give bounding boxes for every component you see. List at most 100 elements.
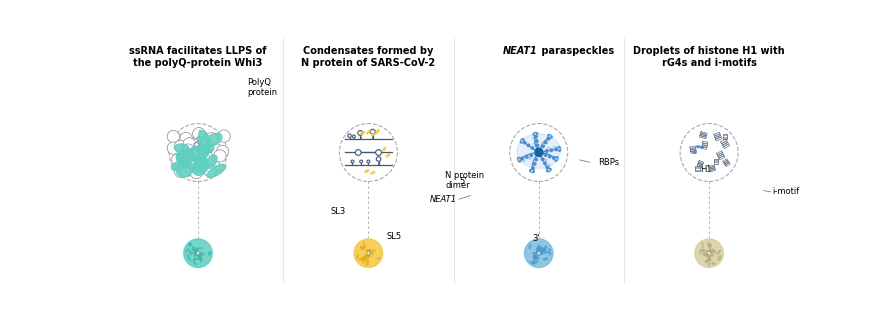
Circle shape (196, 137, 202, 142)
Circle shape (542, 145, 544, 148)
Circle shape (555, 148, 558, 151)
Circle shape (539, 151, 543, 155)
Circle shape (536, 148, 540, 152)
Circle shape (172, 154, 184, 166)
Ellipse shape (196, 147, 210, 165)
Ellipse shape (376, 131, 378, 133)
Text: RBPs: RBPs (598, 158, 619, 167)
Circle shape (548, 164, 550, 167)
Circle shape (200, 155, 212, 167)
Circle shape (167, 142, 180, 154)
Circle shape (189, 149, 202, 161)
Ellipse shape (177, 152, 189, 168)
Circle shape (208, 160, 220, 172)
Ellipse shape (386, 155, 389, 157)
Text: N protein
dimer: N protein dimer (445, 171, 484, 190)
Ellipse shape (696, 146, 699, 148)
Ellipse shape (360, 133, 363, 135)
Circle shape (537, 148, 540, 151)
Circle shape (545, 150, 548, 152)
Circle shape (210, 143, 222, 156)
Circle shape (190, 167, 203, 179)
Circle shape (358, 130, 363, 135)
Text: Droplets of histone H1 with
rG4s and i-motifs: Droplets of histone H1 with rG4s and i-m… (634, 46, 785, 69)
Ellipse shape (366, 170, 369, 172)
Circle shape (530, 154, 533, 157)
Circle shape (184, 239, 212, 267)
Ellipse shape (193, 157, 209, 175)
Circle shape (536, 144, 539, 147)
Ellipse shape (520, 138, 524, 143)
Ellipse shape (198, 144, 214, 154)
Circle shape (203, 141, 215, 153)
Text: NEAT1: NEAT1 (430, 195, 457, 204)
Ellipse shape (174, 144, 189, 152)
Ellipse shape (373, 133, 375, 135)
Circle shape (193, 128, 205, 140)
Circle shape (525, 239, 553, 267)
Ellipse shape (194, 158, 196, 159)
Circle shape (554, 146, 556, 148)
Circle shape (174, 165, 187, 177)
Ellipse shape (196, 154, 198, 156)
Ellipse shape (365, 171, 367, 173)
Ellipse shape (180, 153, 181, 154)
Circle shape (204, 165, 216, 177)
Circle shape (180, 165, 192, 177)
Ellipse shape (373, 172, 375, 173)
Circle shape (695, 239, 723, 267)
Circle shape (197, 161, 210, 174)
Circle shape (541, 151, 543, 153)
Circle shape (550, 149, 553, 152)
Circle shape (547, 137, 550, 140)
Circle shape (203, 162, 215, 174)
Circle shape (189, 139, 201, 151)
Circle shape (532, 167, 535, 169)
Circle shape (367, 252, 370, 255)
Ellipse shape (207, 164, 226, 177)
Circle shape (531, 147, 534, 149)
Circle shape (179, 156, 191, 168)
Circle shape (539, 154, 542, 156)
Circle shape (552, 157, 555, 159)
Ellipse shape (533, 132, 538, 136)
Text: NEAT1: NEAT1 (504, 46, 538, 56)
Circle shape (370, 129, 375, 134)
Text: Condensates formed by
N protein of SARS-CoV-2: Condensates formed by N protein of SARS-… (301, 46, 435, 69)
Circle shape (367, 160, 370, 163)
Circle shape (534, 143, 536, 145)
Circle shape (183, 156, 196, 168)
Circle shape (174, 140, 187, 152)
Circle shape (191, 163, 204, 176)
Circle shape (536, 154, 539, 157)
Ellipse shape (176, 163, 195, 177)
Circle shape (205, 133, 218, 145)
Ellipse shape (382, 149, 385, 151)
Ellipse shape (547, 168, 551, 172)
Circle shape (189, 160, 202, 173)
Circle shape (217, 145, 228, 158)
Circle shape (528, 157, 531, 160)
Circle shape (192, 160, 204, 172)
Ellipse shape (200, 142, 202, 144)
Ellipse shape (193, 160, 205, 172)
Circle shape (193, 146, 205, 159)
Circle shape (183, 138, 196, 150)
Circle shape (535, 150, 539, 153)
Circle shape (359, 160, 363, 163)
Ellipse shape (176, 149, 195, 164)
Circle shape (708, 252, 711, 255)
Text: paraspeckles: paraspeckles (538, 46, 614, 56)
Circle shape (544, 154, 547, 156)
Circle shape (535, 158, 537, 161)
Circle shape (544, 159, 547, 161)
Circle shape (543, 162, 546, 165)
Circle shape (200, 149, 212, 161)
Circle shape (204, 146, 210, 151)
Circle shape (214, 150, 226, 162)
Circle shape (206, 161, 219, 173)
Text: H1: H1 (700, 165, 712, 174)
Text: i-motif: i-motif (773, 187, 800, 196)
Ellipse shape (384, 147, 386, 149)
Circle shape (194, 143, 199, 148)
